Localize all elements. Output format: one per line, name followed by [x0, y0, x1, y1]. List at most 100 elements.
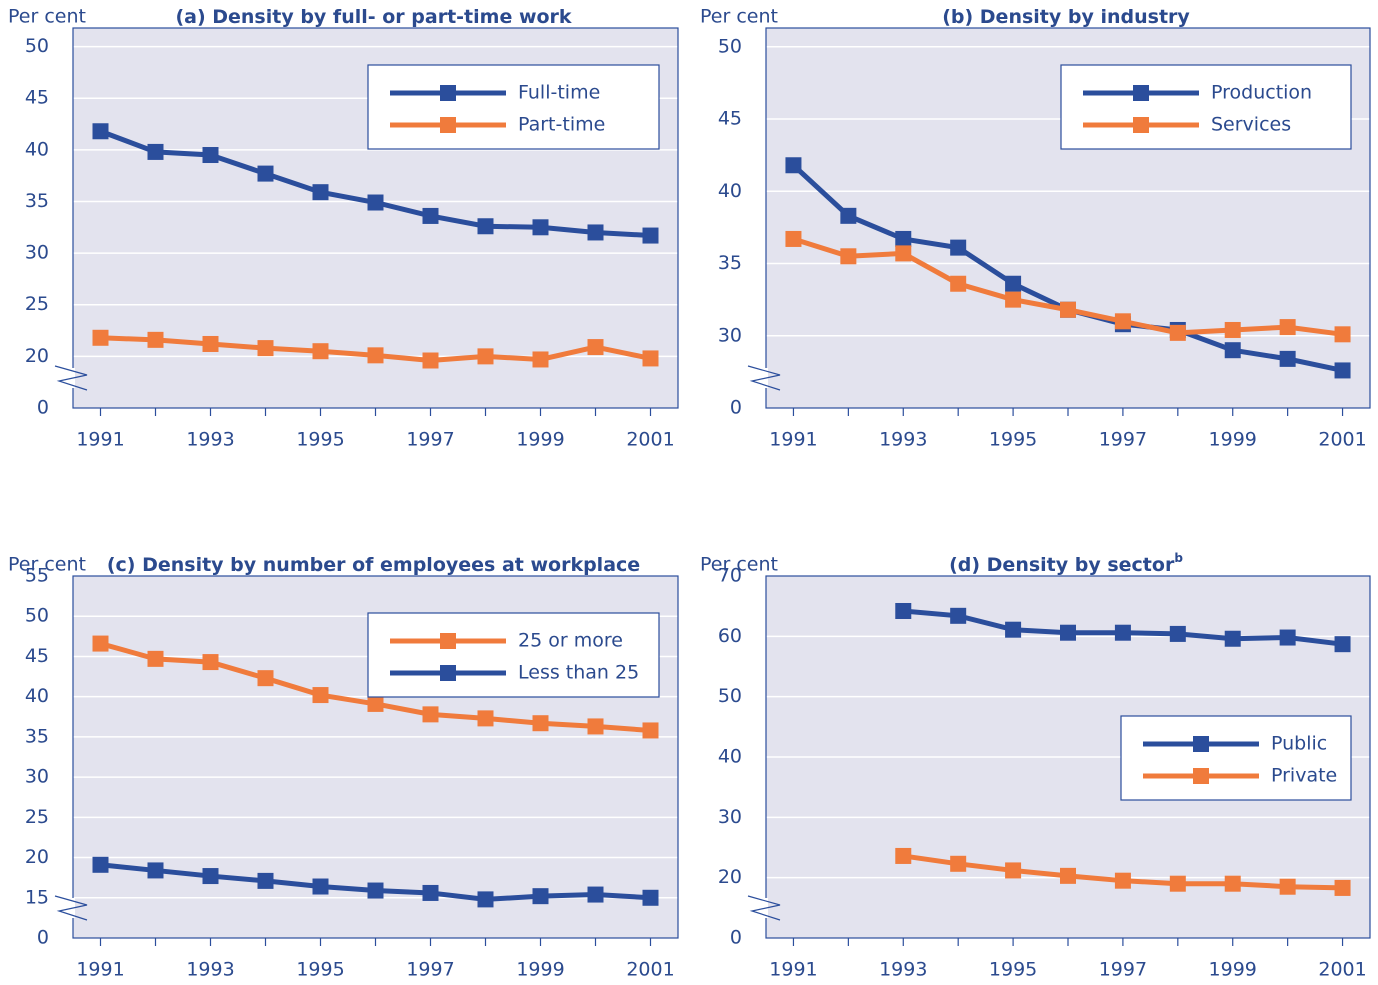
x-tick-label: 1997 [406, 959, 454, 981]
series-marker [1279, 878, 1296, 895]
series-marker [840, 248, 857, 265]
x-tick-label: 2001 [1318, 429, 1366, 451]
series-marker [477, 891, 494, 908]
series-marker [367, 194, 384, 211]
y-tick-label: 25 [25, 293, 49, 315]
y-tick-label: 35 [718, 252, 742, 274]
y-tick-label: 30 [25, 242, 49, 264]
series-marker [422, 884, 439, 901]
series-marker [1279, 350, 1296, 367]
x-tick-label: 1997 [1099, 959, 1147, 981]
legend-label: 25 or more [518, 630, 623, 652]
y-tick-label: 25 [25, 806, 49, 828]
series-marker [1060, 301, 1076, 318]
y-tick-label: 35 [25, 725, 49, 747]
series-marker [1169, 324, 1186, 341]
series-marker [1060, 624, 1076, 641]
x-tick-label: 1991 [76, 429, 124, 451]
y-axis-label: Per cent [700, 6, 778, 28]
series-marker [950, 607, 967, 624]
x-tick-label: 1995 [989, 429, 1037, 451]
series-marker [257, 340, 274, 357]
legend-box [1120, 715, 1352, 801]
series-marker [92, 635, 109, 652]
series-marker [257, 872, 274, 889]
series-marker [785, 230, 802, 247]
axis-break [747, 895, 781, 921]
series-marker [840, 207, 857, 224]
series-marker [1005, 862, 1022, 879]
series-marker [532, 351, 549, 368]
legend-marker [1193, 736, 1209, 752]
series-marker [202, 147, 219, 164]
series-marker [202, 335, 219, 352]
series-marker [477, 710, 494, 727]
series-marker [147, 862, 164, 879]
legend-label: Full-time [518, 82, 600, 104]
series-marker [587, 886, 604, 903]
x-tick-label: 2001 [626, 429, 674, 451]
series-marker [477, 348, 494, 365]
series-marker [1060, 867, 1076, 884]
series-marker [1279, 319, 1296, 336]
y-tick-label: 20 [25, 345, 49, 367]
series-marker [422, 207, 439, 224]
series-marker [1334, 879, 1351, 896]
legend-marker [440, 85, 456, 101]
x-tick-label: 1997 [1099, 429, 1147, 451]
y-tick-label: 20 [718, 866, 742, 888]
series-marker [422, 706, 439, 723]
y-tick-label: 20 [25, 846, 49, 868]
series-marker [587, 718, 604, 735]
series-marker [1224, 342, 1241, 359]
series-marker [532, 888, 549, 905]
y-tick-label: 15 [25, 886, 49, 908]
axis-break [54, 365, 88, 391]
y-tick-label: 50 [25, 35, 49, 57]
legend-label: Less than 25 [518, 662, 639, 684]
x-tick-label: 1993 [879, 429, 927, 451]
y-tick-label: 0 [37, 927, 49, 949]
series-marker [895, 245, 912, 262]
y-tick-label: 40 [25, 685, 49, 707]
chart-title: (c) Density by number of employees at wo… [107, 554, 640, 576]
axis-break [54, 895, 88, 921]
axis-break [747, 365, 781, 391]
y-axis-label: Per cent [8, 554, 86, 576]
y-tick-label: 45 [25, 87, 49, 109]
series-marker [147, 143, 164, 160]
y-tick-label: 0 [37, 397, 49, 419]
series-marker [367, 882, 384, 899]
series-marker [147, 650, 164, 667]
series-marker [895, 230, 912, 247]
series-marker [1114, 313, 1131, 330]
series-marker [1279, 629, 1296, 646]
legend-label: Production [1211, 82, 1312, 104]
y-tick-label: 30 [718, 324, 742, 346]
x-tick-label: 1991 [76, 959, 124, 981]
legend-box [1060, 64, 1352, 150]
series-marker [367, 695, 384, 712]
series-marker [1224, 630, 1241, 647]
series-marker [477, 218, 494, 235]
y-tick-label: 30 [718, 806, 742, 828]
x-tick-label: 1991 [769, 429, 817, 451]
series-marker [895, 602, 912, 619]
y-tick-label: 45 [25, 645, 49, 667]
legend-box [367, 612, 660, 698]
series-marker [1334, 636, 1351, 653]
legend-marker [1193, 768, 1209, 784]
x-tick-label: 1999 [516, 959, 564, 981]
series-marker [312, 687, 329, 704]
series-marker [642, 889, 659, 906]
y-tick-label: 50 [718, 35, 742, 57]
legend-marker [1133, 117, 1149, 133]
y-tick-label: 0 [730, 927, 742, 949]
legend-label: Private [1271, 765, 1337, 787]
legend-marker [440, 633, 456, 649]
series-marker [532, 219, 549, 236]
y-tick-label: 60 [718, 625, 742, 647]
y-tick-label: 40 [718, 180, 742, 202]
chart-title: (b) Density by industry [942, 6, 1190, 28]
